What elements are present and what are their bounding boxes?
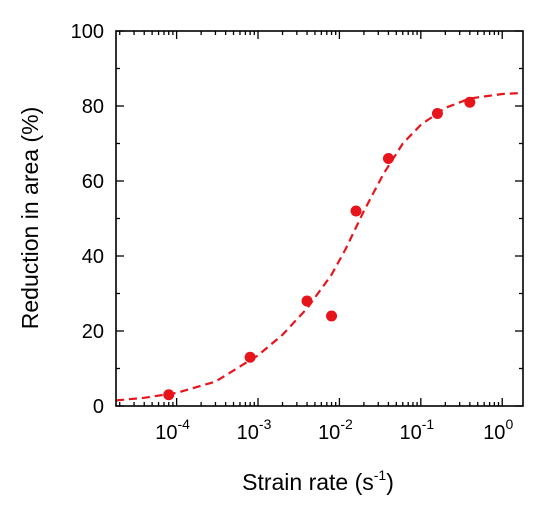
x-axis-title-main: Strain rate (s bbox=[242, 469, 374, 495]
x-tick-exponent: -1 bbox=[422, 416, 435, 432]
data-point bbox=[464, 96, 476, 108]
data-point bbox=[431, 108, 443, 119]
y-tick-label: 40 bbox=[82, 246, 104, 268]
data-point bbox=[163, 389, 175, 401]
data-point bbox=[350, 205, 362, 217]
x-tick-base: 10 bbox=[155, 422, 177, 444]
fit-layer bbox=[115, 91, 524, 402]
x-tick-label: 10-1 bbox=[399, 416, 434, 444]
ticks-layer bbox=[116, 30, 523, 407]
y-tick-label: 100 bbox=[71, 21, 104, 43]
x-tick-exponent: 0 bbox=[505, 416, 513, 432]
y-tick-label: 80 bbox=[82, 96, 104, 118]
x-tick-label: 100 bbox=[483, 416, 513, 444]
x-tick-label: 10-3 bbox=[237, 416, 272, 444]
x-tick-label: 10-2 bbox=[318, 416, 353, 444]
x-tick-base: 10 bbox=[399, 422, 421, 444]
fit-curve bbox=[115, 91, 524, 402]
data-point bbox=[382, 153, 394, 164]
x-tick-label: 10-4 bbox=[155, 416, 190, 444]
x-tick-base: 10 bbox=[318, 422, 340, 444]
x-tick-base: 10 bbox=[483, 422, 505, 444]
data-point bbox=[326, 310, 338, 322]
points-layer bbox=[163, 96, 476, 401]
y-tick-label: 60 bbox=[82, 171, 104, 193]
x-tick-exponent: -3 bbox=[259, 416, 272, 432]
x-axis-title-sup: -1 bbox=[374, 467, 387, 483]
x-axis-title-end: ) bbox=[386, 469, 394, 495]
x-tick-base: 10 bbox=[237, 422, 259, 444]
data-point bbox=[301, 295, 313, 307]
plot-frame bbox=[115, 30, 524, 407]
y-tick-label: 0 bbox=[93, 396, 104, 418]
y-tick-label: 20 bbox=[82, 321, 104, 343]
x-tick-exponent: -4 bbox=[178, 416, 191, 432]
x-axis-title: Strain rate (s-1) bbox=[242, 467, 394, 495]
x-tick-exponent: -2 bbox=[340, 416, 353, 432]
y-axis-title: Reduction in area (%) bbox=[17, 107, 43, 329]
data-point bbox=[244, 351, 256, 363]
